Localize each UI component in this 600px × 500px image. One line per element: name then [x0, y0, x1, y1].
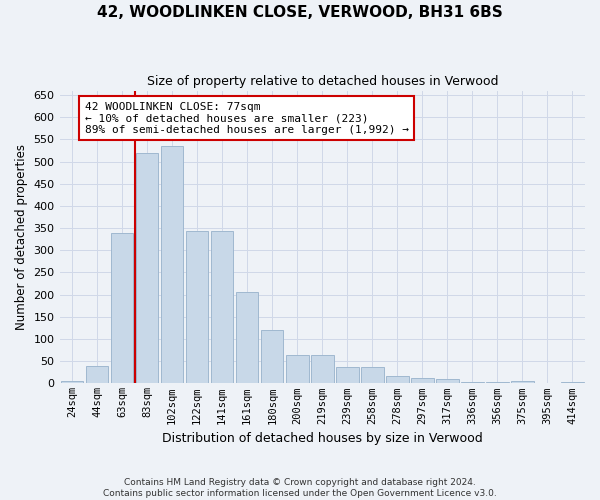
Bar	[311, 354, 334, 384]
Bar	[561, 382, 584, 384]
Bar	[261, 330, 283, 384]
Text: 42, WOODLINKEN CLOSE, VERWOOD, BH31 6BS: 42, WOODLINKEN CLOSE, VERWOOD, BH31 6BS	[97, 5, 503, 20]
Bar	[361, 367, 383, 384]
Bar	[436, 379, 458, 384]
X-axis label: Distribution of detached houses by size in Verwood: Distribution of detached houses by size …	[162, 432, 482, 445]
Bar	[336, 367, 359, 384]
Bar	[236, 292, 259, 384]
Bar	[286, 354, 308, 384]
Text: Contains HM Land Registry data © Crown copyright and database right 2024.
Contai: Contains HM Land Registry data © Crown c…	[103, 478, 497, 498]
Bar	[186, 231, 208, 384]
Bar	[136, 152, 158, 384]
Y-axis label: Number of detached properties: Number of detached properties	[15, 144, 28, 330]
Bar	[511, 381, 534, 384]
Bar	[161, 146, 184, 384]
Title: Size of property relative to detached houses in Verwood: Size of property relative to detached ho…	[146, 75, 498, 88]
Text: 42 WOODLINKEN CLOSE: 77sqm
← 10% of detached houses are smaller (223)
89% of sem: 42 WOODLINKEN CLOSE: 77sqm ← 10% of deta…	[85, 102, 409, 135]
Bar	[211, 231, 233, 384]
Bar	[61, 381, 83, 384]
Bar	[486, 382, 509, 384]
Bar	[386, 376, 409, 384]
Bar	[86, 366, 109, 384]
Bar	[461, 382, 484, 384]
Bar	[411, 378, 434, 384]
Bar	[111, 232, 133, 384]
